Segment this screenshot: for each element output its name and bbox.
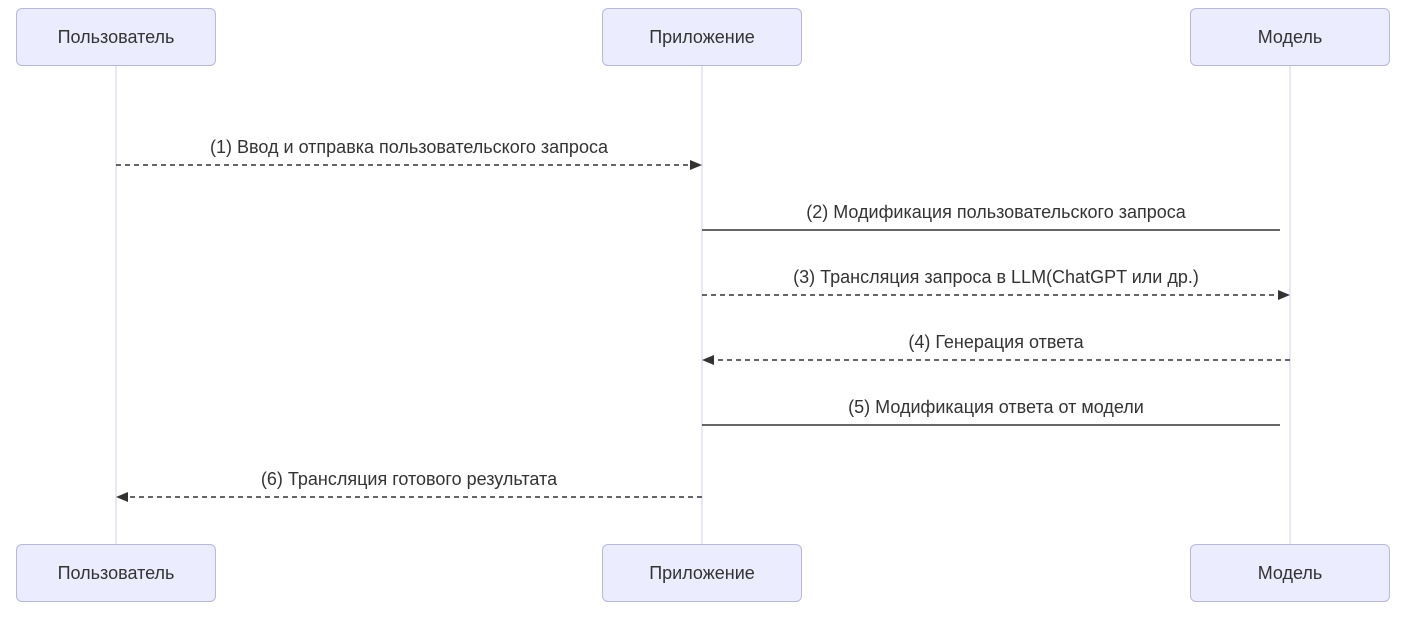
message-6-label: (6) Трансляция готового результата xyxy=(261,469,557,490)
actor-app-bottom: Приложение xyxy=(602,544,802,602)
message-1-label: (1) Ввод и отправка пользовательского за… xyxy=(210,137,608,158)
actor-label: Приложение xyxy=(649,27,755,48)
message-5-label: (5) Модификация ответа от модели xyxy=(848,397,1144,418)
message-4-label: (4) Генерация ответа xyxy=(908,332,1083,353)
actor-user-bottom: Пользователь xyxy=(16,544,216,602)
actor-model-top: Модель xyxy=(1190,8,1390,66)
actor-label: Пользователь xyxy=(58,563,175,584)
actor-label: Приложение xyxy=(649,563,755,584)
message-3-label: (3) Трансляция запроса в LLM(ChatGPT или… xyxy=(793,267,1199,288)
diagram-svg xyxy=(0,0,1407,632)
actor-app-top: Приложение xyxy=(602,8,802,66)
actor-user-top: Пользователь xyxy=(16,8,216,66)
sequence-diagram: Пользователь Приложение Модель Пользоват… xyxy=(0,0,1407,632)
actor-label: Модель xyxy=(1258,563,1323,584)
actor-label: Модель xyxy=(1258,27,1323,48)
actor-label: Пользователь xyxy=(58,27,175,48)
actor-model-bottom: Модель xyxy=(1190,544,1390,602)
message-2-label: (2) Модификация пользовательского запрос… xyxy=(806,202,1186,223)
